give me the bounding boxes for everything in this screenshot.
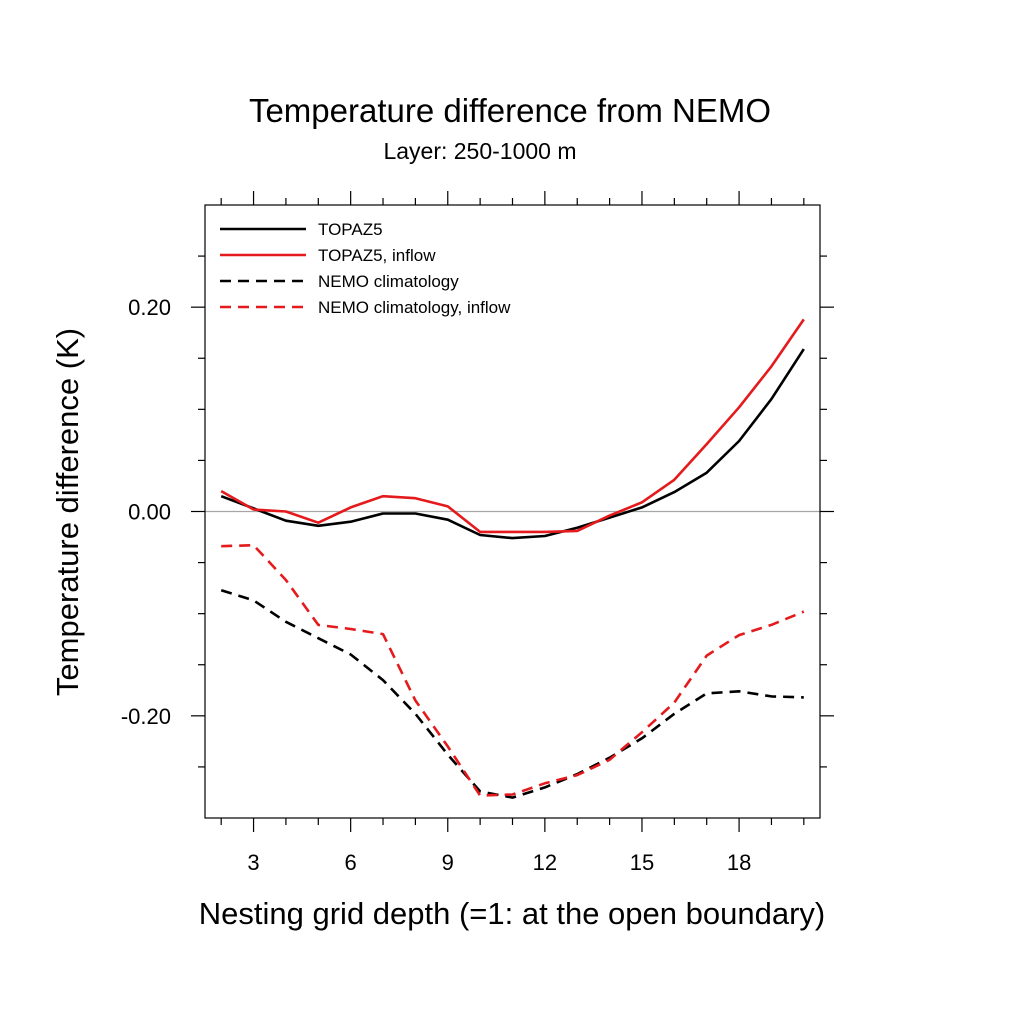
chart-title: Temperature difference from NEMO	[249, 92, 771, 129]
x-axis-label: Nesting grid depth (=1: at the open boun…	[199, 896, 825, 931]
legend-label-2: TOPAZ5, inflow	[318, 246, 436, 265]
x-tick-label: 6	[345, 850, 357, 875]
y-tick-label: 0.20	[128, 295, 171, 320]
series-line-2	[220, 318, 805, 534]
series-line-3	[220, 588, 804, 799]
series-line-1	[220, 348, 805, 540]
legend: TOPAZ5 TOPAZ5, inflow NEMO climatology NEMO…	[220, 220, 511, 317]
series-group	[220, 318, 805, 799]
chart-subtitle: Layer: 250-1000 m	[383, 138, 576, 164]
legend-label-1: TOPAZ5	[318, 220, 383, 239]
x-tick-label: 9	[442, 850, 454, 875]
series-line-4	[221, 543, 805, 797]
ticks-group: 3 6 9 12 15 18 -0.20 0.00 0.20	[121, 191, 834, 875]
x-tick-label: 3	[247, 850, 259, 875]
legend-label-4: NEMO climatology, inflow	[318, 298, 511, 317]
y-axis-label: Temperature difference (K)	[50, 328, 85, 696]
y-tick-label: -0.20	[121, 704, 171, 729]
legend-label-3: NEMO climatology	[318, 272, 459, 291]
x-tick-label: 15	[630, 850, 654, 875]
x-tick-label: 12	[533, 850, 557, 875]
x-tick-label: 18	[727, 850, 751, 875]
y-tick-label: 0.00	[128, 500, 171, 525]
